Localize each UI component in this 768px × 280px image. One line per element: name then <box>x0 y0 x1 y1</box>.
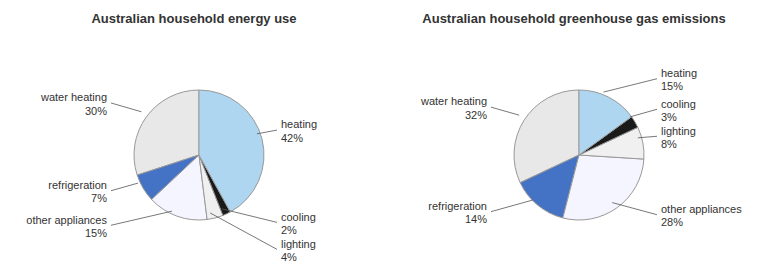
svg-text:heating15%: heating15% <box>661 67 697 92</box>
html-text:Australian household greenhous: Australian household greenhouse gas emis… <box>422 11 726 26</box>
svg-text:cooling3%: cooling3% <box>661 98 696 123</box>
svg-text:other appliances15%: other appliances15% <box>26 214 107 239</box>
svg-text:water heating32%: water heating32% <box>420 95 487 120</box>
svg-text:heating42%: heating42% <box>281 118 317 143</box>
svg-text:refrigeration7%: refrigeration7% <box>48 179 107 204</box>
svg-text:cooling2%: cooling2% <box>281 211 316 236</box>
svg-text:water heating30%: water heating30% <box>40 91 107 116</box>
svg-text:other appliances28%: other appliances28% <box>661 203 742 228</box>
html-text:Australian household energy us: Australian household energy use <box>91 11 297 26</box>
svg-text:lighting4%: lighting4% <box>281 238 316 263</box>
svg-text:refrigeration14%: refrigeration14% <box>428 200 487 225</box>
svg-text:lighting8%: lighting8% <box>661 125 696 150</box>
